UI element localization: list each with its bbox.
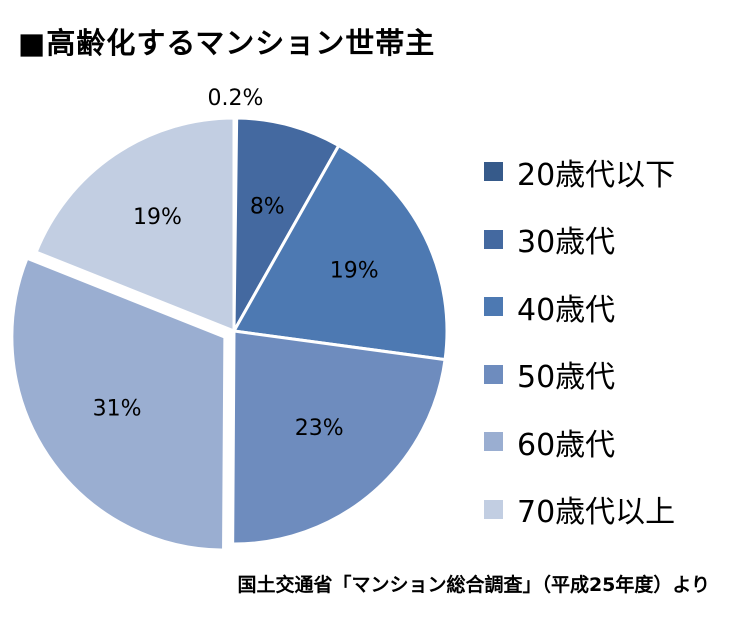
pie-slice-2 xyxy=(232,116,341,333)
slice-data-label-6: 19% xyxy=(133,205,182,230)
chart-title: ■高齢化するマンション世帯主 xyxy=(18,26,436,60)
chart-legend: 20歳代以下 30歳代 40歳代 50歳代 60歳代 70歳代以上 xyxy=(484,138,675,543)
pie-slice-6 xyxy=(34,116,236,333)
legend-swatch xyxy=(484,364,503,384)
legend-swatch xyxy=(484,432,503,452)
pie-slice-4 xyxy=(231,329,447,546)
legend-label: 70歳代以上 xyxy=(517,495,676,531)
legend-label: 50歳代 xyxy=(517,360,616,396)
legend-item-4: 50歳代 xyxy=(484,341,675,409)
slice-data-label-2: 8% xyxy=(250,195,285,220)
legend-item-1: 20歳代以下 xyxy=(484,138,675,206)
legend-swatch xyxy=(484,162,503,182)
legend-item-5: 60歳代 xyxy=(484,408,675,476)
pie-slice-3 xyxy=(232,144,449,362)
legend-item-2: 30歳代 xyxy=(484,206,675,274)
legend-label: 40歳代 xyxy=(517,292,616,328)
legend-item-6: 70歳代以上 xyxy=(484,476,675,544)
legend-label: 60歳代 xyxy=(517,427,616,463)
slice-data-label-3: 19% xyxy=(330,258,379,283)
legend-swatch xyxy=(484,297,503,317)
legend-swatch xyxy=(484,499,503,519)
legend-label: 30歳代 xyxy=(517,225,616,261)
slice-data-label-4: 23% xyxy=(295,416,344,441)
legend-label: 20歳代以下 xyxy=(517,157,676,193)
source-note: 国土交通省「マンション総合調査」（平成25年度）より xyxy=(237,574,710,596)
pie-data-labels: 0.2% 8% 19% 23% 31% 19% xyxy=(93,86,379,441)
pie-slice-5 xyxy=(10,256,227,552)
legend-item-3: 40歳代 xyxy=(484,273,675,341)
slice-data-label-1: 0.2% xyxy=(208,86,264,111)
slice-data-label-5: 31% xyxy=(93,397,142,422)
pie-slices xyxy=(10,116,449,552)
legend-swatch xyxy=(484,229,503,249)
